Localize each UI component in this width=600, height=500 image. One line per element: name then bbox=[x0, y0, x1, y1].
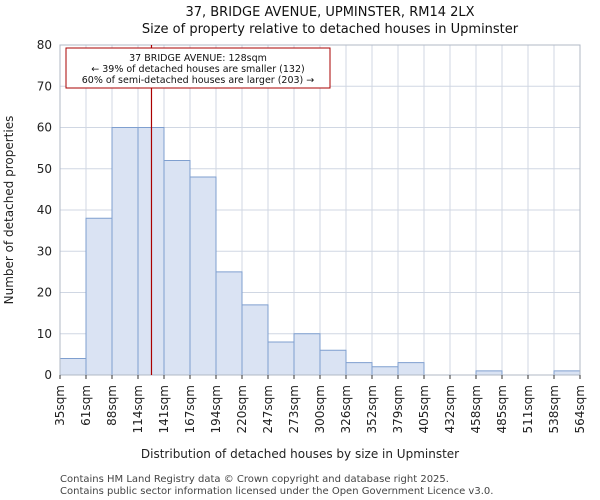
histogram-bar bbox=[163, 160, 191, 376]
x-tick-label: 114sqm bbox=[131, 385, 145, 433]
x-tick-label: 88sqm bbox=[105, 385, 119, 426]
chart-title: 37, BRIDGE AVENUE, UPMINSTER, RM14 2LX bbox=[185, 5, 474, 20]
x-tick-label: 405sqm bbox=[417, 385, 431, 433]
y-tick-label: 60 bbox=[37, 121, 52, 135]
y-tick-label: 30 bbox=[37, 244, 52, 258]
bars bbox=[59, 127, 581, 376]
histogram-bar bbox=[85, 217, 113, 376]
x-tick-label: 326sqm bbox=[339, 385, 353, 433]
annotation-line-1: 37 BRIDGE AVENUE: 128sqm bbox=[129, 53, 267, 64]
histogram-bar bbox=[215, 271, 243, 376]
y-tick-label: 10 bbox=[37, 327, 52, 341]
x-tick-labels: 35sqm 61sqm 88sqm 114sqm 141sqm 167sqm 194sqm 2… bbox=[53, 385, 587, 433]
y-tick-label: 0 bbox=[44, 368, 52, 382]
footer-line-2: Contains public sector information licen… bbox=[60, 486, 493, 497]
x-tick-label: 485sqm bbox=[495, 385, 509, 433]
y-tick-label: 40 bbox=[37, 203, 52, 217]
histogram-bar bbox=[319, 349, 347, 376]
axes bbox=[59, 44, 581, 379]
annotation-box: 37 BRIDGE AVENUE: 128sqm ← 39% of detach… bbox=[65, 47, 331, 89]
y-tick-label: 80 bbox=[37, 38, 52, 52]
histogram-bar bbox=[267, 341, 295, 376]
histogram-bar bbox=[371, 366, 399, 376]
y-axis-label: Number of detached properties bbox=[2, 116, 16, 305]
annotation-line-3: 60% of semi-detached houses are larger (… bbox=[82, 75, 315, 86]
x-tick-label: 511sqm bbox=[521, 385, 535, 433]
x-tick-label: 352sqm bbox=[365, 385, 379, 433]
x-tick-label: 167sqm bbox=[183, 385, 197, 433]
x-tick-label: 220sqm bbox=[235, 385, 249, 433]
annotation-line-2: ← 39% of detached houses are smaller (13… bbox=[91, 64, 304, 75]
annotation-border bbox=[65, 47, 331, 89]
histogram-bar bbox=[397, 362, 425, 376]
x-tick-label: 300sqm bbox=[313, 385, 327, 433]
histogram-bar bbox=[189, 176, 217, 376]
x-tick-label: 458sqm bbox=[469, 385, 483, 433]
histogram-bar bbox=[293, 333, 321, 376]
histogram-bar bbox=[345, 362, 373, 376]
x-tick-label: 564sqm bbox=[573, 385, 587, 433]
x-tick-label: 194sqm bbox=[209, 385, 223, 433]
histogram-bar bbox=[241, 304, 269, 376]
y-tick-label: 70 bbox=[37, 79, 52, 93]
x-tick-label: 379sqm bbox=[391, 385, 405, 433]
histogram-bar bbox=[111, 127, 139, 376]
x-tick-label: 61sqm bbox=[79, 385, 93, 426]
x-tick-label: 273sqm bbox=[287, 385, 301, 433]
x-tick-label: 432sqm bbox=[443, 385, 457, 433]
x-tick-label: 35sqm bbox=[53, 385, 67, 426]
x-tick-label: 538sqm bbox=[547, 385, 561, 433]
footer-line-1: Contains HM Land Registry data © Crown c… bbox=[60, 474, 449, 485]
x-tick-label: 141sqm bbox=[157, 385, 171, 433]
y-tick-labels: 0 10 20 30 40 50 60 70 80 bbox=[37, 38, 52, 382]
y-tick-label: 50 bbox=[37, 162, 52, 176]
x-axis-label: Distribution of detached houses by size … bbox=[141, 447, 459, 461]
histogram-bar bbox=[59, 358, 87, 376]
histogram-bar bbox=[475, 370, 503, 376]
chart-subtitle: Size of property relative to detached ho… bbox=[142, 22, 519, 37]
histogram-bar bbox=[553, 370, 581, 376]
x-tick-label: 247sqm bbox=[261, 385, 275, 433]
y-tick-label: 20 bbox=[37, 286, 52, 300]
